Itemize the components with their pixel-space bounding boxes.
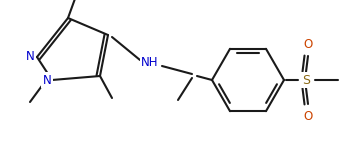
Text: NH: NH	[141, 56, 159, 68]
Text: O: O	[303, 37, 312, 51]
Text: O: O	[303, 110, 312, 122]
Text: S: S	[302, 73, 310, 86]
Text: N: N	[26, 51, 34, 63]
Text: N: N	[42, 73, 51, 86]
